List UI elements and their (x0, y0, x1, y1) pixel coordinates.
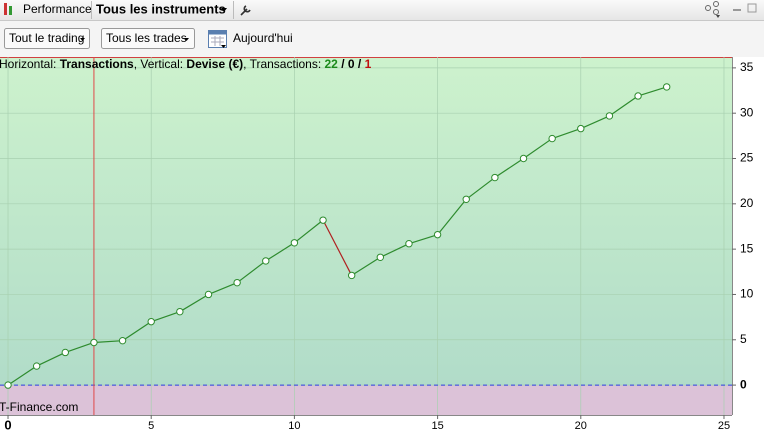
trading-dropdown[interactable] (4, 28, 90, 49)
line-segment (609, 95, 639, 117)
y-tick-label: 15 (740, 241, 754, 255)
point-marker (605, 112, 614, 120)
line-segment (437, 198, 467, 236)
toolbar (0, 0, 764, 20)
line-segment (551, 128, 581, 140)
line-segment (236, 260, 267, 284)
point-marker (663, 83, 671, 91)
calendar-icon[interactable] (208, 30, 227, 49)
point-marker (319, 216, 327, 224)
point-marker (204, 290, 213, 299)
negative-zone (0, 385, 732, 415)
header-count: 1 (365, 57, 372, 71)
line-segment (265, 242, 295, 262)
performance-icon (4, 3, 12, 15)
point-marker (233, 278, 241, 287)
point-marker (548, 134, 556, 143)
point-marker (32, 362, 41, 370)
point-marker (118, 336, 127, 345)
header-part: Devise (€) (186, 57, 243, 71)
line-segment (523, 138, 553, 160)
watermark: T-Finance.com (0, 400, 78, 414)
header-part: Transactions (60, 57, 134, 71)
point-marker (634, 92, 642, 100)
point-marker (347, 271, 356, 280)
point-marker (4, 381, 12, 389)
header-count: 22 (325, 57, 339, 71)
y-tick-label: 10 (740, 287, 754, 301)
point-marker (61, 348, 69, 357)
header-separator: / (355, 57, 365, 71)
y-tick-label: 5 (740, 332, 747, 346)
y-tick-label: 35 (740, 60, 754, 74)
line-segment (208, 282, 238, 296)
period-filter[interactable]: Aujourd'hui (233, 31, 293, 45)
x-tick-label: 20 (575, 420, 587, 432)
line-segment (322, 219, 353, 276)
line-segment (580, 115, 610, 130)
point-marker (491, 173, 499, 182)
point-marker (519, 154, 528, 163)
chart-header: Horizontal: Transactions, Vertical: Devi… (0, 57, 372, 71)
line-segment (294, 219, 324, 244)
x-tick-label: 0 (4, 417, 11, 432)
trades-filter[interactable]: Tous les trades (106, 31, 187, 45)
header-separator: / (338, 57, 348, 71)
line-segment (408, 234, 438, 245)
y-tick-label: 20 (740, 196, 754, 210)
point-marker (376, 253, 385, 261)
point-marker (577, 124, 585, 133)
point-marker (90, 338, 98, 347)
header-part: , Transactions: (243, 57, 324, 71)
line-segment (151, 311, 181, 323)
line-segment (380, 243, 410, 258)
point-marker (176, 307, 184, 316)
y-tick-label: 0 (740, 377, 747, 391)
trades-dropdown[interactable] (101, 28, 195, 49)
x-tick-label: 5 (148, 420, 154, 432)
y-tick-label: 30 (740, 105, 754, 119)
instruments-dropdown[interactable]: Tous les instruments (96, 1, 226, 16)
header-count: 0 (348, 57, 355, 71)
toolbar-title: Performance (23, 2, 92, 16)
line-segment (36, 351, 66, 367)
header-part: Horizontal: (0, 57, 60, 71)
line-segment (351, 256, 381, 276)
x-tick-label: 25 (718, 420, 730, 432)
point-marker (433, 230, 442, 239)
point-marker (290, 239, 299, 247)
x-tick-label: 15 (431, 420, 443, 432)
x-tick-label: 10 (288, 420, 300, 432)
line-segment (465, 177, 496, 200)
y-tick-label: 25 (740, 151, 754, 165)
line-segment (179, 293, 209, 313)
point-marker (462, 195, 470, 203)
settings-wrench[interactable] (240, 5, 251, 16)
maximize-button[interactable] (747, 3, 757, 13)
share-icon[interactable] (705, 1, 721, 19)
point-marker (262, 257, 270, 265)
line-segment (637, 86, 667, 97)
point-marker (405, 240, 413, 248)
line-segment (122, 321, 152, 342)
dropdown-arrow[interactable] (221, 8, 227, 12)
point-marker (147, 317, 155, 326)
line-segment (7, 365, 37, 386)
trading-filter[interactable]: Tout le trading (9, 31, 84, 45)
line-segment (93, 340, 123, 344)
header-part: , Vertical: (134, 57, 187, 71)
positive-zone (0, 57, 732, 386)
line-segment (494, 158, 524, 179)
line-segment (65, 341, 95, 354)
